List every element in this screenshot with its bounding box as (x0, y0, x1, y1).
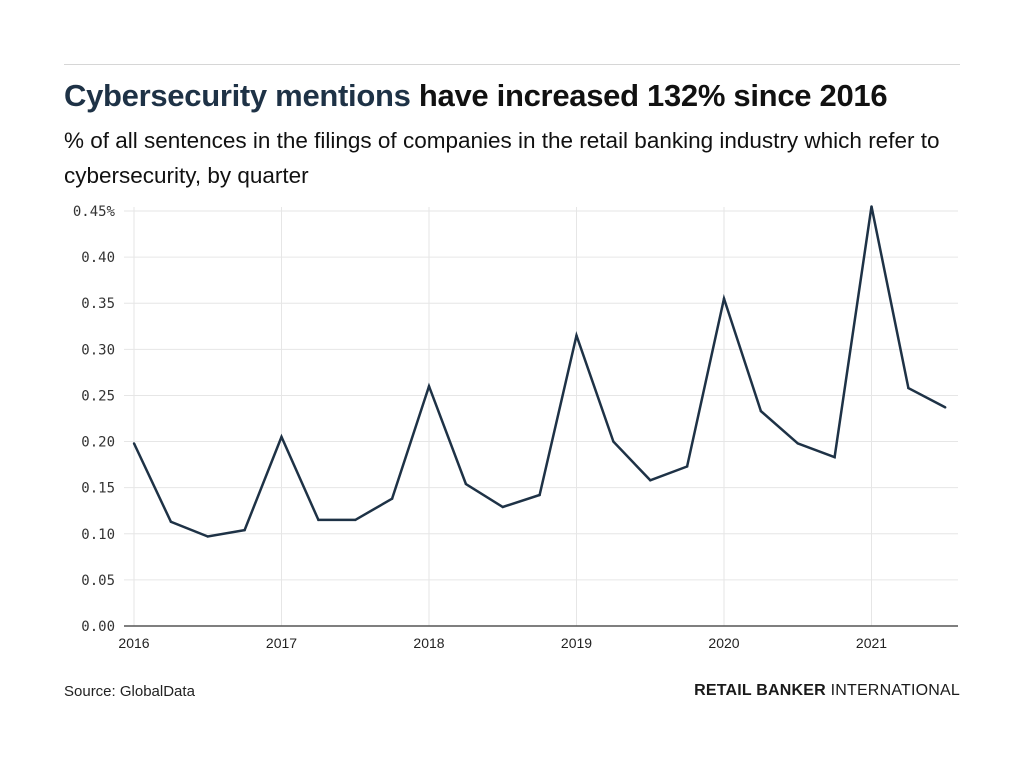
y-tick-label: 0.05 (81, 573, 115, 589)
data-point (206, 535, 209, 538)
x-tick-label: 2017 (266, 635, 297, 651)
data-point (649, 479, 652, 482)
data-point (685, 465, 689, 468)
series-group (132, 205, 947, 538)
y-tick-labels: 0.00 0.05 0.10 0.15 0.20 0.25 0.30 0.35 0.40 0.45… (73, 204, 116, 635)
x-tick-label: 2020 (708, 635, 739, 651)
data-point (464, 482, 468, 486)
data-point (354, 518, 357, 522)
y-tick-label: 0.25 (81, 388, 115, 404)
data-point (538, 493, 541, 497)
x-tick-label: 2021 (856, 635, 887, 651)
y-tick-label: 0.15 (81, 481, 115, 497)
chart-title: Cybersecurity mentions have increased 13… (64, 78, 888, 114)
data-point (317, 518, 320, 522)
data-point (944, 406, 947, 409)
data-point (132, 442, 136, 445)
data-point (575, 334, 578, 337)
y-tick-label: 0.20 (81, 435, 115, 451)
brand-light: INTERNATIONAL (825, 682, 960, 699)
y-tick-label: 0.40 (81, 250, 115, 266)
source-note: Source: GlobalData (64, 683, 195, 700)
y-gridlines (124, 210, 958, 581)
data-point (427, 385, 431, 388)
x-tick-labels: 2016 2017 2018 2019 2020 2021 (118, 635, 887, 651)
data-point (390, 497, 394, 500)
data-point (280, 435, 283, 439)
data-point (243, 528, 246, 532)
data-point (796, 442, 799, 445)
data-point (870, 205, 873, 208)
brand-bold: RETAIL BANKER (694, 682, 826, 699)
data-point (612, 440, 615, 443)
data-point (759, 409, 763, 413)
series-line (132, 206, 946, 538)
y-tick-label: 0.35 (81, 296, 115, 312)
y-tick-label: 0.30 (81, 342, 115, 358)
brand-logo: RETAIL BANKER INTERNATIONAL (694, 682, 960, 700)
x-gridlines (133, 207, 872, 626)
data-point (907, 386, 910, 390)
data-point (833, 456, 836, 459)
title-rest: have increased 132% since 2016 (410, 78, 888, 113)
x-tick-label: 2018 (413, 635, 444, 651)
data-point (169, 520, 173, 523)
chart-subtitle: % of all sentences in the filings of com… (64, 128, 940, 188)
y-tick-label: 0.00 (81, 619, 115, 635)
y-tick-label: 0.10 (81, 527, 115, 543)
data-point (501, 505, 504, 509)
y-tick-label: 0.45% (73, 204, 116, 220)
title-highlight: Cybersecurity mentions (64, 78, 411, 113)
x-tick-label: 2019 (561, 635, 592, 651)
data-point (722, 297, 726, 300)
top-rule (64, 64, 960, 65)
x-tick-label: 2016 (118, 635, 149, 651)
